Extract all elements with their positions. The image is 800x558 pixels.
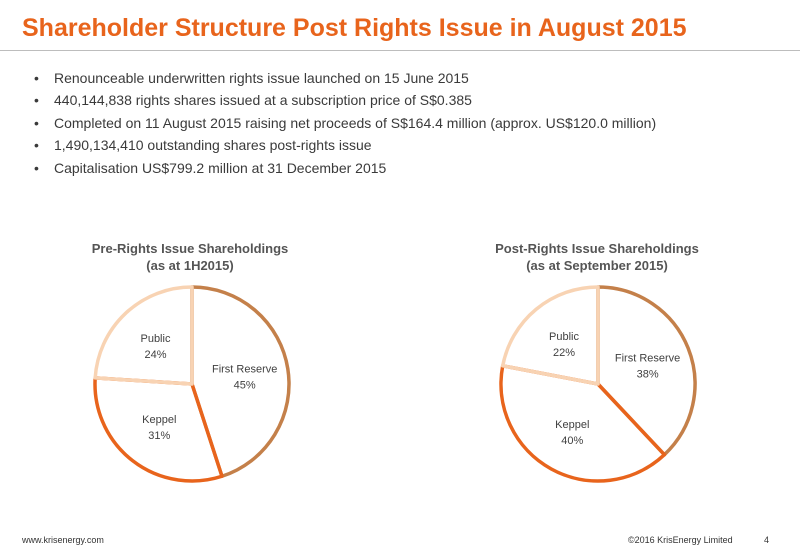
pie-slice-public <box>93 285 194 386</box>
chart-subtitle: (as at September 2015) <box>526 258 668 273</box>
pie-label-first-reserve: First Reserve 38% <box>615 352 680 380</box>
bullet-text: 440,144,838 rights shares issued at a su… <box>54 92 472 109</box>
pie-slice-public <box>500 285 600 386</box>
bullet-item: • Renounceable underwritten rights issue … <box>34 67 656 89</box>
chart-title: Pre-Rights Issue Shareholdings <box>91 241 289 256</box>
chart-title: Post-Rights Issue Shareholdings <box>495 241 699 256</box>
bullet-item: • 440,144,838 rights shares issued at a s… <box>34 89 656 111</box>
pie-label-name: First Reserve <box>212 364 277 376</box>
pre-rights-pie-chart: First Reserve 45% Keppel 31% Public 24% <box>93 285 291 483</box>
post-rights-chart-title: Post-Rights Issue Shareholdings (as at S… <box>467 240 727 274</box>
pie-slice-keppel <box>93 376 224 483</box>
pie-label-name: Public <box>549 331 579 343</box>
bullet-dot: • <box>34 92 39 109</box>
pie-label-public: Public 24% <box>140 333 170 361</box>
pie-label-first-reserve: First Reserve 45% <box>212 364 277 392</box>
bullet-item: • Completed on 11 August 2015 raising net… <box>34 112 656 134</box>
pie-label-value: 22% <box>553 347 575 359</box>
footer-copyright: ©2016 KrisEnergy Limited <box>628 535 733 545</box>
bullet-text: Completed on 11 August 2015 raising net … <box>54 114 657 131</box>
pie-label-name: First Reserve <box>615 352 680 364</box>
footer-website[interactable]: www.krisenergy.com <box>22 535 104 545</box>
pie-label-name: Keppel <box>555 419 589 431</box>
pie-label-value: 45% <box>234 380 256 392</box>
pie-label-value: 40% <box>561 435 583 447</box>
bullet-text: Renounceable underwritten rights issue l… <box>54 70 469 86</box>
bullet-list: • Renounceable underwritten rights issue … <box>34 67 656 179</box>
bullet-item: • 1,490,134,410 outstanding shares post-r… <box>34 134 656 156</box>
pie-label-name: Public <box>140 333 170 345</box>
pie-slice-first-reserve <box>596 285 697 457</box>
bullet-dot: • <box>34 137 39 154</box>
pie-label-value: 38% <box>637 368 659 380</box>
pie-slice-keppel <box>499 364 667 483</box>
bullet-text: Capitalisation US$799.2 million at 31 De… <box>54 159 387 176</box>
pie-slice-first-reserve <box>190 285 291 479</box>
bullet-dot: • <box>34 114 39 131</box>
pie-label-public: Public 22% <box>549 331 579 359</box>
pre-rights-chart-title: Pre-Rights Issue Shareholdings (as at 1H… <box>60 240 320 274</box>
pie-label-keppel: Keppel 31% <box>142 414 176 442</box>
title-divider <box>0 50 800 51</box>
post-rights-pie-chart: First Reserve 38% Keppel 40% Public 22% <box>499 285 697 483</box>
chart-subtitle: (as at 1H2015) <box>146 258 234 273</box>
bullet-text: 1,490,134,410 outstanding shares post-ri… <box>54 137 372 154</box>
bullet-item: • Capitalisation US$799.2 million at 31 D… <box>34 157 656 179</box>
pie-label-name: Keppel <box>142 414 176 426</box>
bullet-dot: • <box>34 159 39 176</box>
bullet-dot: • <box>34 70 39 86</box>
page-title: Shareholder Structure Post Rights Issue … <box>22 14 687 42</box>
pie-label-keppel: Keppel 40% <box>555 419 589 447</box>
pie-label-value: 31% <box>148 430 170 442</box>
pie-label-value: 24% <box>144 349 166 361</box>
page-number: 4 <box>764 535 770 545</box>
